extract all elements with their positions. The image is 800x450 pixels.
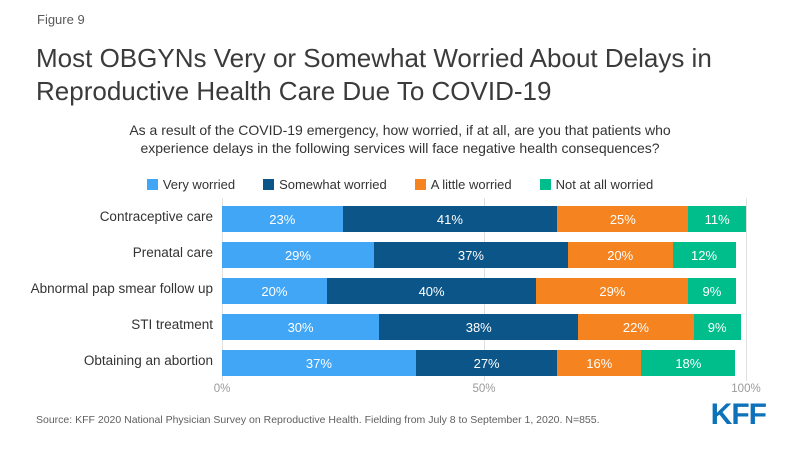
bar-row: 37% 27% 16% 18% [222,345,746,381]
category-labels: Contraceptive care Prenatal care Abnormal … [0,198,222,381]
category-label: Obtaining an abortion [83,352,213,368]
legend-swatch-icon [414,179,426,190]
bar-segment: 18% [641,350,736,376]
bar-segment: 37% [222,350,416,376]
bar-segment: 22% [578,314,694,340]
bar-row: 30% 38% 22% 9% [222,309,746,345]
bar-segment: 9% [688,278,736,304]
chart-subtitle: As a result of the COVID-19 emergency, h… [129,122,671,156]
bar-segment: 38% [379,314,579,340]
bar-segment: 12% [672,242,736,268]
legend-label: Very worried [162,177,236,192]
chart-title: Most OBGYNs Very or Somewhat Worried Abo… [36,43,712,106]
legend: Very worried Somewhat worried A little wor… [0,177,800,192]
source-note: Source: KFF 2020 National Physician Surv… [36,414,600,426]
bar-row: 29% 37% 20% 12% [222,237,746,273]
legend-item: Somewhat worried [263,177,387,192]
bar-segment: 25% [557,206,689,232]
category-label: Contraceptive care [99,208,213,224]
bar-segment: 9% [693,314,741,340]
bar-row: 20% 40% 29% 9% [222,273,746,309]
gridline [745,198,747,381]
bar-track: 37% 27% 16% 18% [222,350,746,376]
bar-segment: 41% [342,206,558,232]
bar-segment: 16% [557,350,642,376]
legend-label: Somewhat worried [279,177,387,192]
legend-item: Very worried [146,177,236,192]
bar-segment: 30% [222,314,380,340]
category-label: Abnormal pap smear follow up [30,280,213,296]
legend-item: Not at all worried [539,177,654,192]
bar-segment: 11% [688,206,746,232]
bar-segment: 37% [373,242,568,268]
stacked-bar-chart: Contraceptive care Prenatal care Abnormal … [0,198,800,399]
bar-track: 29% 37% 20% 12% [222,242,746,268]
category-label: Prenatal care [132,244,213,260]
legend-swatch-icon [263,179,275,190]
bar-segment: 27% [415,350,558,376]
bar-segment: 40% [326,278,537,304]
bar-segment: 29% [536,278,689,304]
kff-logo: KFF [710,398,767,431]
bar-track: 20% 40% 29% 9% [222,278,746,304]
bar-row: 23% 41% 25% 11% [222,201,746,237]
bar-segment: 20% [567,242,673,268]
x-axis-tick-label: 50% [472,383,496,395]
figure-label: Figure 9 [37,12,85,27]
category-label: STI treatment [131,316,213,332]
legend-swatch-icon [539,179,551,190]
legend-item: A little worried [414,177,512,192]
bar-segment: 29% [222,242,374,268]
x-axis-tick-label: 100% [731,383,761,395]
x-axis-tick-label: 0% [213,383,231,395]
x-axis-ticks: 0% 50% 100% [214,383,761,399]
bar-track: 30% 38% 22% 9% [222,314,746,340]
plot-area: 23% 41% 25% 11% 29% 37% 20% 12% 20% 40% 29% 9% 30% 38… [221,198,747,381]
legend-label: Not at all worried [555,177,654,192]
bar-segment: 20% [222,278,327,304]
legend-swatch-icon [146,179,158,190]
bar-track: 23% 41% 25% 11% [222,206,746,232]
legend-label: A little worried [430,177,512,192]
x-axis: 0% 50% 100% [0,383,800,399]
bar-segment: 23% [222,206,343,232]
